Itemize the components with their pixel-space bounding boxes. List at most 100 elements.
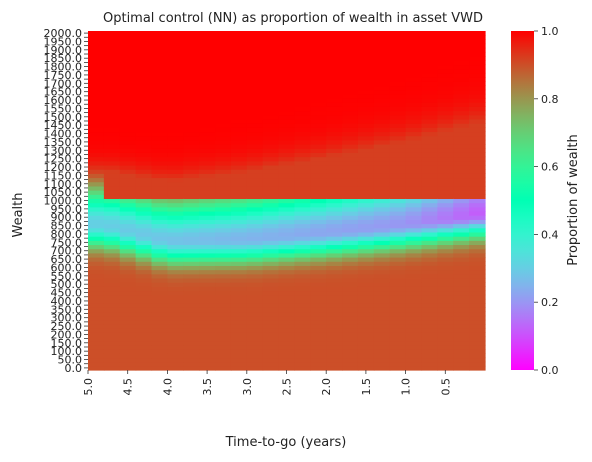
heatmap-cell [183,39,200,45]
heatmap-cell [326,248,343,254]
heatmap-cell [294,248,311,254]
heatmap-cell [326,81,343,87]
heatmap-cell [88,144,105,149]
heatmap-cell [88,357,105,363]
heatmap-cell [119,219,137,225]
heatmap-cell [103,77,121,82]
heatmap-cell [215,118,232,124]
heatmap-cell [437,156,454,162]
heatmap-cell [230,110,248,116]
heatmap-cell [246,89,264,95]
heatmap-cell [135,336,153,342]
heatmap-cell [405,118,423,124]
heatmap-cell [119,72,137,78]
heatmap-cell [342,194,359,200]
heatmap-cell [199,298,216,304]
heatmap-cell [310,64,327,70]
heatmap-cell [246,185,264,191]
heatmap-cell [103,51,121,57]
heatmap-cell [405,127,423,133]
heatmap-cell [262,361,280,367]
heatmap-cell [326,173,343,179]
heatmap-cell [469,169,486,174]
heatmap-cell [183,349,200,354]
heatmap-cell [373,72,391,78]
heatmap-cell [88,110,105,116]
heatmap-cell [135,328,153,333]
heatmap-cell [230,93,248,99]
heatmap-cell [278,206,296,212]
heatmap-cell [310,231,327,237]
heatmap-cell [215,236,232,241]
heatmap-cell [135,156,153,162]
heatmap-cell [215,307,232,313]
heatmap-cell [405,35,423,40]
heatmap-cell [342,340,359,346]
heatmap-cell [357,277,375,283]
heatmap-cell [357,219,375,225]
heatmap-cell [199,365,216,371]
heatmap-cell [199,118,216,124]
heatmap-cell [373,244,391,250]
heatmap-cell [294,131,311,137]
heatmap-cell [151,261,168,266]
heatmap-cell [262,72,280,78]
heatmap-cell [119,173,137,179]
heatmap-cell [357,227,375,233]
heatmap-cell [342,56,359,61]
heatmap-cell [230,39,248,45]
heatmap-cell [342,277,359,283]
heatmap-cell [389,248,407,254]
heatmap-cell [326,47,343,53]
heatmap-cell [88,173,105,179]
heatmap-cell [88,210,105,216]
heatmap-cell [326,135,343,141]
heatmap-cell [103,227,121,233]
heatmap-cell [310,127,327,133]
heatmap-cell [183,173,200,179]
heatmap-cell [199,223,216,229]
heatmap-cell [151,319,168,325]
heatmap-cell [469,114,486,120]
heatmap-cell [326,298,343,304]
heatmap-cell [103,286,121,292]
heatmap-cell [342,39,359,45]
heatmap-cell [278,219,296,225]
heatmap-cell [199,139,216,145]
heatmap-cell [215,93,232,99]
y-tick-label: 1000.0 [44,195,83,208]
heatmap-cell [167,286,184,292]
heatmap-cell [310,51,327,57]
heatmap-cell [103,64,121,70]
heatmap-cell [389,185,407,191]
heatmap-cell [357,60,375,66]
y-tick-label: 1550.0 [44,102,83,115]
heatmap-cell [437,277,454,283]
heatmap-cell [278,72,296,78]
heatmap-cell [294,223,311,229]
heatmap-cell [119,77,137,82]
heatmap-cell [373,315,391,321]
heatmap-cell [183,118,200,124]
heatmap-cell [373,93,391,99]
heatmap-cell [453,51,470,57]
heatmap-cell [278,89,296,95]
heatmap-cell [119,257,137,262]
heatmap-cell [278,277,296,283]
heatmap-cell [167,357,184,363]
heatmap-cell [389,273,407,279]
heatmap-cell [310,110,327,116]
heatmap-cell [119,231,137,237]
heatmap-cell [246,361,264,367]
heatmap-cell [167,181,184,187]
heatmap-cell [119,181,137,187]
heatmap-cell [389,227,407,233]
heatmap-cell [262,349,280,354]
heatmap-cell [135,273,153,279]
heatmap-cell [310,43,327,49]
heatmap-cell [88,160,105,166]
heatmap-cell [453,349,470,354]
heatmap-cell [167,194,184,200]
heatmap-cell [469,206,486,212]
heatmap-cell [342,110,359,116]
